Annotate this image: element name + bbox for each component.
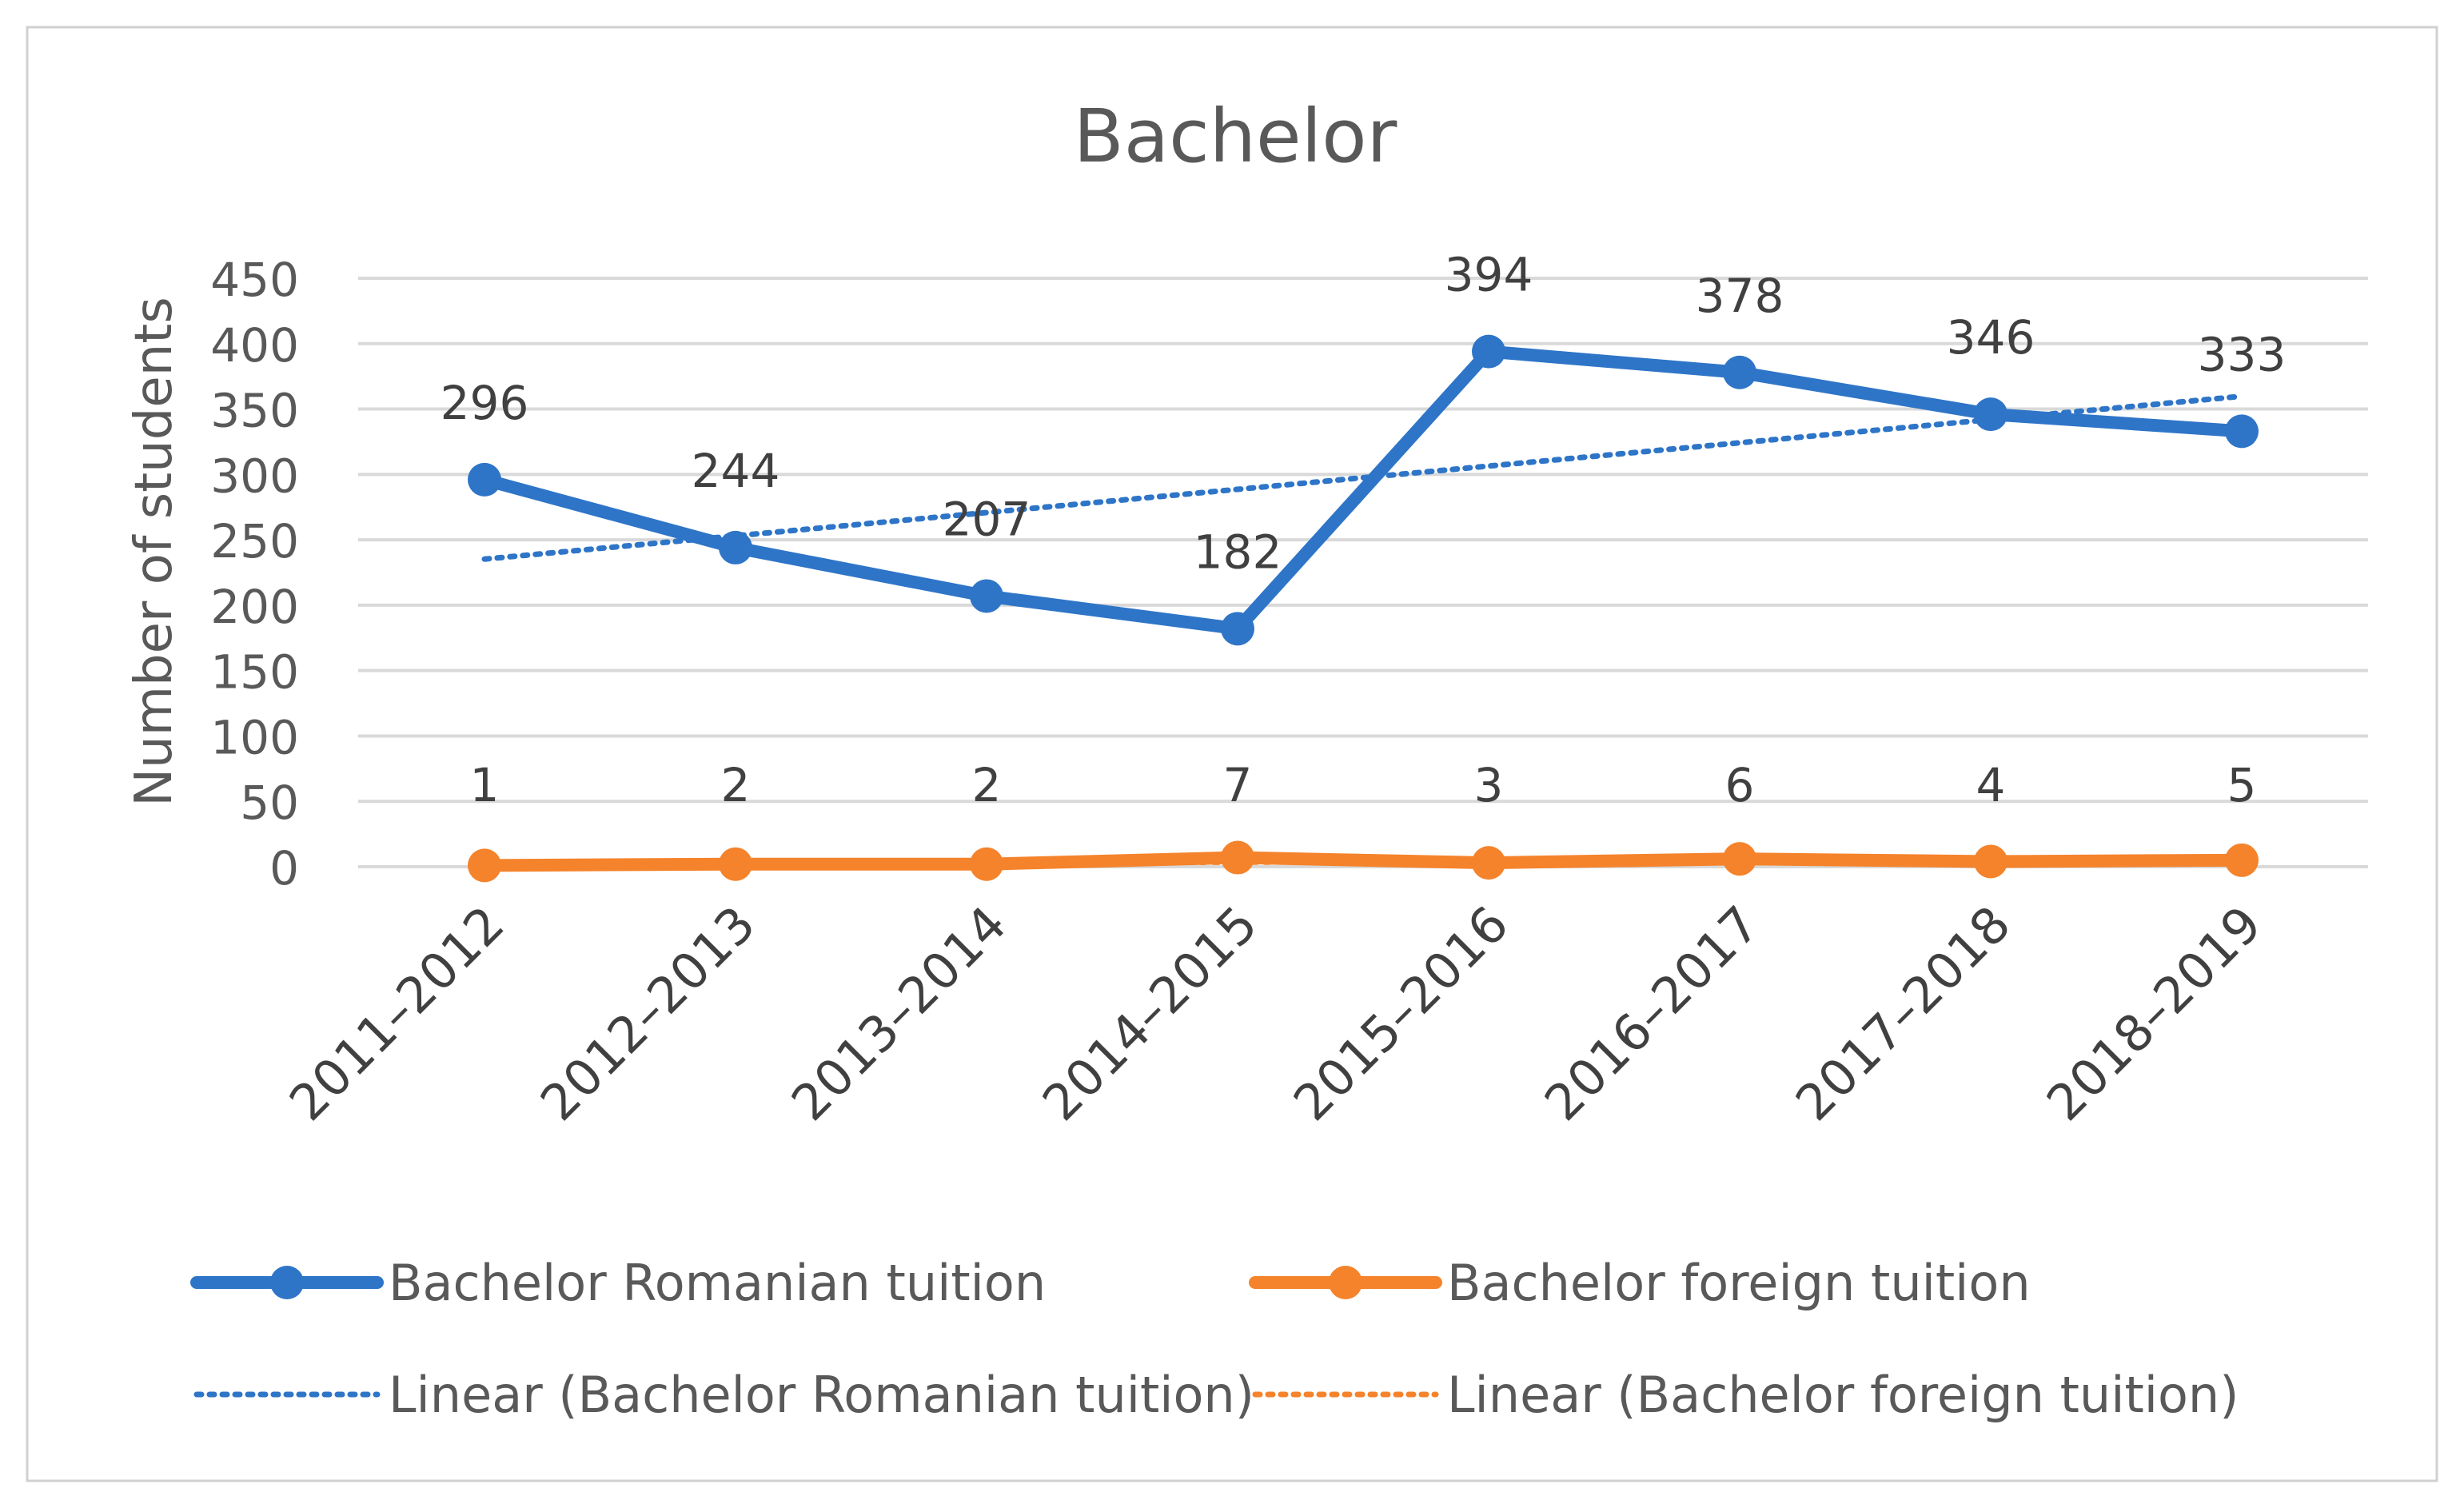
data-point-foreign [1472, 846, 1505, 880]
series-line-romanian [478, 345, 2248, 636]
data-point-romanian [1221, 612, 1254, 646]
chart-border [26, 26, 2438, 1482]
legend-trend-foreign: Linear (Bachelor foreign tuition) [1252, 1366, 2239, 1424]
y-tick-label: 350 [210, 384, 299, 438]
data-label-romanian: 378 [1696, 269, 1784, 323]
data-point-romanian [2225, 414, 2259, 449]
legend: Bachelor Romanian tuition Bachelor foreig… [190, 1254, 2239, 1424]
data-label-foreign: 4 [1976, 758, 2006, 812]
y-tick-labels: 0 50 100 150 200 250 300 350 400 450 [210, 253, 299, 896]
data-label-romanian: 346 [1947, 310, 2035, 365]
legend-romanian: Bachelor Romanian tuition [190, 1254, 1046, 1312]
data-point-romanian [1472, 334, 1505, 369]
data-point-foreign [1221, 840, 1254, 875]
data-label-foreign: 6 [1725, 758, 1755, 812]
data-label-romanian: 333 [2198, 327, 2287, 381]
trendline-romanian [481, 393, 2245, 562]
data-label-foreign: 2 [721, 758, 751, 812]
y-tick-label: 0 [269, 841, 299, 896]
data-label-romanian: 182 [1194, 525, 1282, 579]
data-point-foreign [468, 848, 501, 883]
legend-label: Linear (Bachelor foreign tuition) [1447, 1366, 2239, 1424]
data-label-foreign: 2 [972, 758, 1002, 812]
chart-title: Bachelor [1074, 94, 1397, 179]
data-point-romanian [468, 462, 501, 497]
data-label-romanian: 296 [441, 376, 529, 430]
data-label-romanian: 244 [692, 444, 780, 498]
y-tick-label: 200 [210, 580, 299, 634]
data-point-romanian [970, 579, 1003, 613]
legend-marker [270, 1266, 304, 1299]
data-label-foreign: 3 [1474, 758, 1504, 812]
y-tick-label: 50 [240, 776, 299, 830]
legend-trend-romanian: Linear (Bachelor Romanian tuition) [193, 1366, 1254, 1424]
legend-marker [1329, 1266, 1362, 1299]
data-label-romanian: 394 [1445, 248, 1533, 302]
y-tick-label: 300 [210, 449, 299, 503]
series-line-foreign [478, 851, 2248, 872]
data-point-foreign [1723, 842, 1756, 876]
data-labels: 296 244 207 182 394 378 346 333 1 2 2 7 3 6 4 5 [441, 248, 2287, 812]
data-point-foreign [970, 847, 1003, 881]
series-lines [468, 334, 2259, 883]
data-point-romanian [1723, 355, 1756, 389]
legend-foreign: Bachelor foreign tuition [1249, 1254, 2031, 1312]
data-point-foreign [719, 847, 752, 881]
data-point-foreign [2225, 843, 2259, 877]
legend-label: Linear (Bachelor Romanian tuition) [389, 1366, 1254, 1424]
data-point-foreign [1974, 844, 2007, 879]
data-label-foreign: 5 [2227, 758, 2257, 812]
y-tick-label: 450 [210, 253, 299, 307]
y-axis-label: Number of students [125, 297, 184, 806]
y-tick-label: 400 [210, 318, 299, 373]
legend-label: Bachelor foreign tuition [1447, 1254, 2031, 1312]
legend-label: Bachelor Romanian tuition [389, 1254, 1046, 1312]
data-label-foreign: 1 [470, 758, 500, 812]
y-tick-label: 150 [210, 645, 299, 700]
data-point-romanian [1974, 397, 2007, 432]
data-label-romanian: 207 [943, 492, 1031, 546]
y-tick-label: 250 [210, 514, 299, 568]
y-tick-label: 100 [210, 710, 299, 764]
data-label-foreign: 7 [1223, 758, 1253, 812]
data-point-romanian [719, 530, 752, 565]
